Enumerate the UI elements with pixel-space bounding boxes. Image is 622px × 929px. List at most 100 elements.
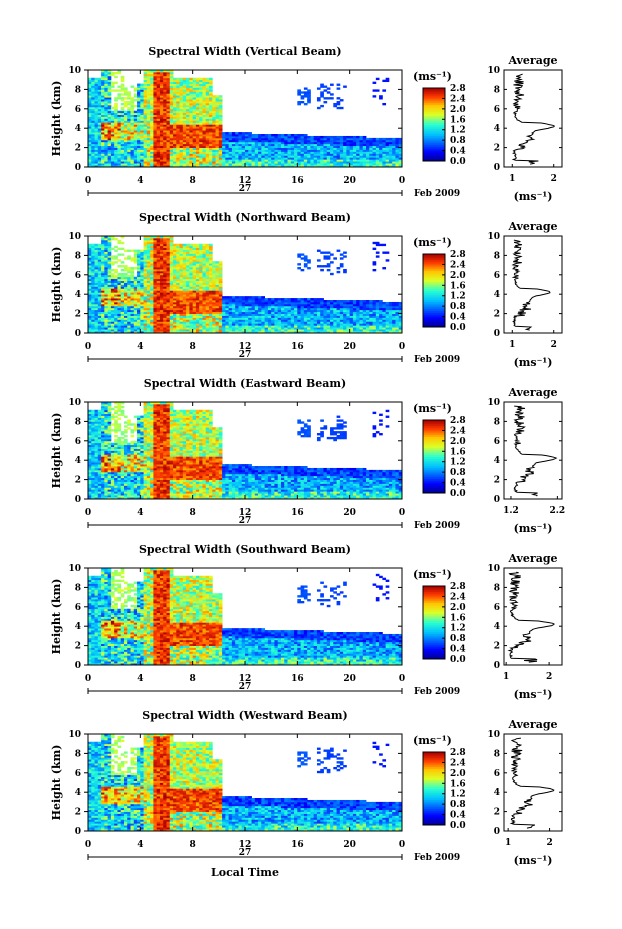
heatmap-cell — [186, 81, 190, 84]
heatmap-cell — [153, 95, 158, 98]
heatmap-cell — [238, 135, 243, 139]
heatmap-cell — [88, 280, 92, 283]
heatmap-cell — [101, 327, 105, 330]
heatmap-cell — [189, 135, 194, 139]
heatmap-cell — [235, 141, 239, 145]
heatmap-cell — [222, 311, 226, 314]
heatmap-cell — [127, 116, 131, 119]
heatmap-cell — [137, 114, 141, 117]
heatmap-cell — [143, 110, 148, 114]
heatmap-cell — [166, 245, 171, 249]
heatmap-cell — [133, 126, 138, 129]
heatmap-cell — [159, 145, 164, 148]
heatmap-cell — [202, 161, 207, 164]
heatmap-cell — [182, 249, 187, 252]
heatmap-cell — [166, 267, 171, 270]
heatmap-cell — [339, 151, 344, 154]
heatmap-cell — [336, 165, 341, 168]
heatmap-cell — [150, 124, 154, 127]
heatmap-cell — [192, 300, 197, 303]
heatmap-cell — [307, 143, 311, 147]
heatmap-cell — [228, 157, 233, 160]
heatmap-cell — [97, 311, 102, 314]
heatmap-cell — [290, 159, 295, 162]
heatmap-cell — [186, 102, 190, 106]
heatmap-cell — [241, 300, 246, 303]
heatmap-cell — [143, 147, 148, 150]
heatmap-cell — [251, 327, 256, 330]
heatmap-cell — [186, 151, 190, 154]
heatmap-cell — [212, 106, 216, 110]
heatmap-cell — [218, 161, 223, 164]
heatmap-cell — [182, 126, 187, 129]
heatmap-cell — [339, 106, 344, 110]
heatmap-cell — [356, 153, 360, 156]
heatmap-cell — [130, 290, 135, 293]
heatmap-cell — [163, 153, 167, 156]
heatmap-cell — [186, 272, 190, 276]
heatmap-cell — [150, 145, 154, 148]
heatmap-cell — [271, 161, 275, 164]
colorbar-swatch — [423, 155, 445, 158]
heatmap-cell — [280, 134, 285, 137]
heatmap-cell — [349, 161, 354, 164]
heatmap-cell — [120, 75, 125, 79]
heatmap-cell — [127, 141, 131, 145]
heatmap-cell — [195, 128, 200, 131]
heatmap-cell — [215, 130, 220, 133]
heatmap-cell — [182, 132, 187, 135]
heatmap-cell — [94, 137, 99, 141]
heatmap-cell — [316, 143, 321, 147]
heatmap-cell — [146, 315, 151, 318]
heatmap-cell — [143, 135, 148, 139]
heatmap-cell — [163, 263, 167, 266]
heatmap-cell — [146, 165, 151, 168]
heatmap-cell — [110, 118, 115, 121]
heatmap-cell — [91, 268, 95, 272]
heatmap-cell — [94, 288, 99, 291]
heatmap-cell — [176, 77, 180, 81]
heatmap-cell — [117, 300, 122, 303]
heatmap-cell — [248, 149, 252, 152]
heatmap-cell — [209, 288, 213, 291]
heatmap-cell — [215, 268, 220, 272]
heatmap-cell — [189, 141, 194, 145]
heatmap-cell — [182, 263, 187, 266]
heatmap-cell — [156, 241, 161, 245]
heatmap-cell — [159, 163, 164, 166]
heatmap-cell — [159, 311, 164, 314]
heatmap-cell — [205, 147, 210, 150]
heatmap-cell — [88, 284, 92, 287]
heatmap-cell — [261, 155, 266, 158]
heatmap-cell — [271, 155, 275, 158]
colorbar-swatch — [423, 124, 445, 127]
heatmap-cell — [280, 151, 285, 154]
heatmap-cell — [209, 301, 213, 305]
heatmap-cell — [143, 106, 148, 110]
heatmap-cell — [120, 282, 125, 285]
heatmap-cell — [130, 331, 135, 334]
heatmap-cell — [88, 255, 92, 258]
heatmap-cell — [320, 135, 324, 139]
heatmap-cell — [241, 307, 246, 311]
heatmap-cell — [209, 298, 213, 301]
heatmap-cell — [179, 85, 184, 88]
heatmap-cell — [150, 265, 154, 268]
heatmap-cell — [127, 112, 131, 116]
heatmap-cell — [202, 282, 207, 285]
heatmap-cell — [150, 284, 154, 287]
heatmap-cell — [320, 163, 324, 166]
heatmap-cell — [179, 270, 184, 274]
heatmap-cell — [133, 163, 138, 166]
colorbar-frame — [422, 87, 446, 162]
heatmap-cell — [163, 108, 167, 112]
heatmap-cell — [176, 290, 180, 293]
heatmap-cell — [146, 272, 151, 276]
heatmap-cell — [195, 91, 200, 94]
heatmap-cell — [330, 139, 334, 143]
heatmap-cell — [94, 159, 99, 162]
heatmap-cell — [369, 139, 373, 143]
heatmap-cell — [258, 159, 262, 162]
heatmap-cell — [110, 237, 115, 241]
heatmap-cell — [146, 108, 151, 112]
